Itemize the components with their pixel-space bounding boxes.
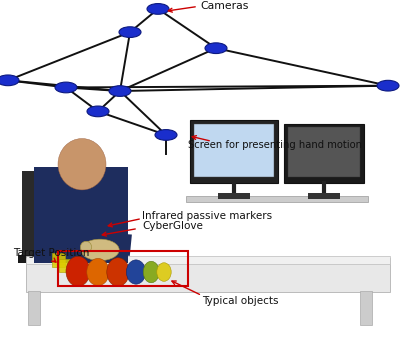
- Ellipse shape: [155, 130, 177, 140]
- Text: Cameras: Cameras: [200, 1, 248, 11]
- Bar: [194, 124, 274, 177]
- Bar: [18, 255, 90, 263]
- Bar: [58, 251, 188, 286]
- Ellipse shape: [143, 261, 159, 283]
- Bar: [74, 161, 90, 170]
- Ellipse shape: [55, 82, 77, 93]
- Text: Typical objects: Typical objects: [202, 296, 278, 306]
- Bar: [360, 291, 372, 325]
- Text: Target Position: Target Position: [13, 248, 89, 258]
- Bar: [59, 259, 71, 272]
- Ellipse shape: [87, 258, 109, 286]
- Text: Screen for presenting hand motion: Screen for presenting hand motion: [188, 140, 362, 150]
- Bar: [22, 171, 40, 263]
- Ellipse shape: [119, 27, 141, 37]
- Ellipse shape: [0, 75, 19, 86]
- Bar: [284, 124, 364, 183]
- Bar: [26, 256, 390, 264]
- Bar: [308, 193, 340, 199]
- Ellipse shape: [87, 106, 109, 117]
- Text: CyberGlove: CyberGlove: [142, 221, 203, 231]
- Bar: [186, 196, 368, 202]
- Bar: [28, 291, 40, 325]
- Bar: [34, 167, 128, 263]
- Bar: [288, 127, 360, 177]
- Bar: [26, 258, 390, 292]
- Bar: [76, 230, 132, 256]
- Ellipse shape: [81, 239, 119, 261]
- Ellipse shape: [80, 241, 92, 253]
- Ellipse shape: [126, 260, 146, 284]
- Ellipse shape: [147, 4, 169, 14]
- Ellipse shape: [109, 86, 131, 96]
- Bar: [190, 120, 278, 183]
- Ellipse shape: [157, 263, 171, 281]
- Text: Infrared passive markers: Infrared passive markers: [142, 211, 272, 221]
- Bar: [218, 193, 250, 199]
- Ellipse shape: [66, 256, 90, 286]
- Ellipse shape: [377, 80, 399, 91]
- Ellipse shape: [58, 139, 106, 190]
- Bar: [52, 253, 65, 267]
- Ellipse shape: [205, 43, 227, 54]
- Ellipse shape: [107, 258, 129, 286]
